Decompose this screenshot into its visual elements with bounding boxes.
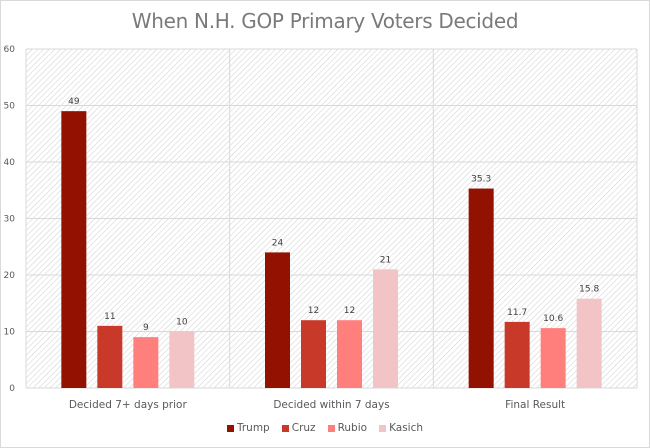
data-label: 11.7 (507, 308, 527, 318)
bar-cruz (504, 321, 530, 388)
legend-swatch (281, 424, 289, 432)
data-label: 10 (176, 318, 188, 328)
legend-label: Kasich (389, 422, 424, 434)
legend-swatch (327, 424, 335, 432)
data-label: 12 (344, 306, 355, 316)
bar-kasich (576, 298, 602, 388)
legend-swatch (379, 424, 387, 432)
data-label: 10.6 (543, 314, 563, 324)
y-tick-label: 60 (4, 45, 16, 55)
y-tick-label: 20 (4, 271, 16, 281)
data-label: 11 (104, 312, 115, 322)
y-tick-label: 50 (4, 102, 16, 112)
legend-item-kasich: Kasich (379, 422, 423, 434)
x-category-label: Final Result (505, 399, 565, 411)
legend-label: Cruz (291, 422, 316, 434)
bar-kasich (373, 269, 398, 388)
data-label: 12 (308, 306, 319, 316)
legend-item-rubio: Rubio (327, 422, 368, 434)
y-tick-label: 0 (9, 384, 15, 394)
data-label: 15.8 (579, 285, 599, 295)
bar-cruz (301, 320, 326, 388)
y-tick-label: 10 (4, 328, 16, 338)
legend-swatch (226, 424, 234, 432)
bar-kasich (169, 331, 195, 388)
legend-item-cruz: Cruz (281, 422, 316, 434)
bar-rubio (540, 328, 566, 388)
chart-title: When N.H. GOP Primary Voters Decided (131, 9, 519, 33)
bar-trump (468, 188, 494, 388)
x-category-label: Decided 7+ days prior (69, 399, 188, 411)
y-tick-label: 40 (4, 158, 16, 168)
data-label: 24 (272, 238, 284, 248)
x-category-label: Decided within 7 days (273, 399, 389, 411)
bar-rubio (337, 320, 362, 388)
legend-label: Trump (236, 422, 270, 434)
bar-rubio (133, 337, 159, 388)
bar-trump (61, 111, 87, 389)
legend-item-trump: Trump (226, 422, 270, 434)
data-label: 49 (68, 97, 80, 107)
y-tick-label: 30 (4, 215, 16, 225)
bar-trump (265, 252, 290, 388)
legend-label: Rubio (337, 422, 368, 434)
data-label: 21 (380, 255, 391, 265)
data-label: 35.3 (471, 175, 491, 185)
legend: Trump Cruz Rubio Kasich (1, 422, 649, 434)
bar-cruz (97, 325, 123, 388)
data-label: 9 (143, 323, 149, 333)
